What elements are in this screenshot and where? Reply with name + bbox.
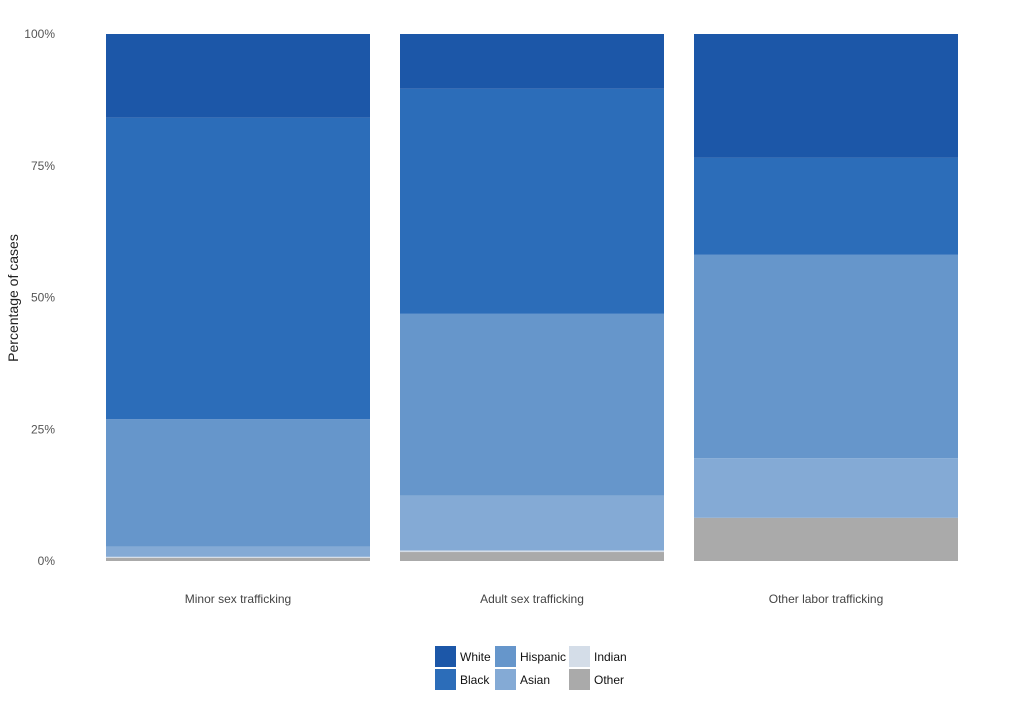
y-axis: 0% 25% 50% 75% 100%	[24, 27, 55, 568]
legend-swatch-white	[435, 646, 456, 667]
bar-adult-sex-trafficking-white	[400, 34, 664, 89]
bars-layer	[106, 34, 958, 561]
y-tick-label: 100%	[24, 27, 55, 41]
y-tick-label: 25%	[31, 422, 55, 436]
y-tick-label: 0%	[38, 554, 56, 568]
x-axis: Minor sex trafficking Adult sex trafficki…	[185, 592, 883, 606]
bar-minor-sex-trafficking-indian	[106, 556, 370, 558]
bar-adult-sex-trafficking-asian	[400, 495, 664, 551]
legend-label-black: Black	[460, 673, 490, 687]
legend-swatch-asian	[495, 669, 516, 690]
bar-other-labor-trafficking-asian	[694, 458, 958, 518]
bar-other-labor-trafficking-white	[694, 34, 958, 158]
legend-label-hispanic: Hispanic	[520, 650, 566, 664]
legend-swatch-hispanic	[495, 646, 516, 667]
bar-other-labor-trafficking-black	[694, 157, 958, 255]
legend-label-asian: Asian	[520, 673, 550, 687]
legend-swatch-indian	[569, 646, 590, 667]
legend-swatch-black	[435, 669, 456, 690]
y-axis-title: Percentage of cases	[5, 234, 21, 362]
bar-minor-sex-trafficking-hispanic	[106, 419, 370, 547]
bar-other-labor-trafficking-hispanic	[694, 254, 958, 459]
bar-adult-sex-trafficking-indian	[400, 550, 664, 553]
bar-adult-sex-trafficking-other	[400, 552, 664, 561]
legend-label-white: White	[460, 650, 491, 664]
x-tick-label-adult-sex-trafficking: Adult sex trafficking	[480, 592, 584, 606]
bar-minor-sex-trafficking-asian	[106, 546, 370, 557]
legend-swatch-other	[569, 669, 590, 690]
legend: White Black Hispanic Asian Indian Other	[435, 646, 627, 690]
y-tick-label: 75%	[31, 159, 55, 173]
x-tick-label-minor-sex-trafficking: Minor sex trafficking	[185, 592, 291, 606]
legend-label-other: Other	[594, 673, 624, 687]
y-tick-label: 50%	[31, 291, 55, 305]
bar-minor-sex-trafficking-white	[106, 34, 370, 118]
x-tick-label-other-labor-trafficking: Other labor trafficking	[769, 592, 884, 606]
bar-minor-sex-trafficking-other	[106, 557, 370, 561]
bar-minor-sex-trafficking-black	[106, 117, 370, 420]
bar-adult-sex-trafficking-black	[400, 88, 664, 314]
legend-label-indian: Indian	[594, 650, 627, 664]
bar-adult-sex-trafficking-hispanic	[400, 313, 664, 496]
bar-other-labor-trafficking-other	[694, 517, 958, 561]
